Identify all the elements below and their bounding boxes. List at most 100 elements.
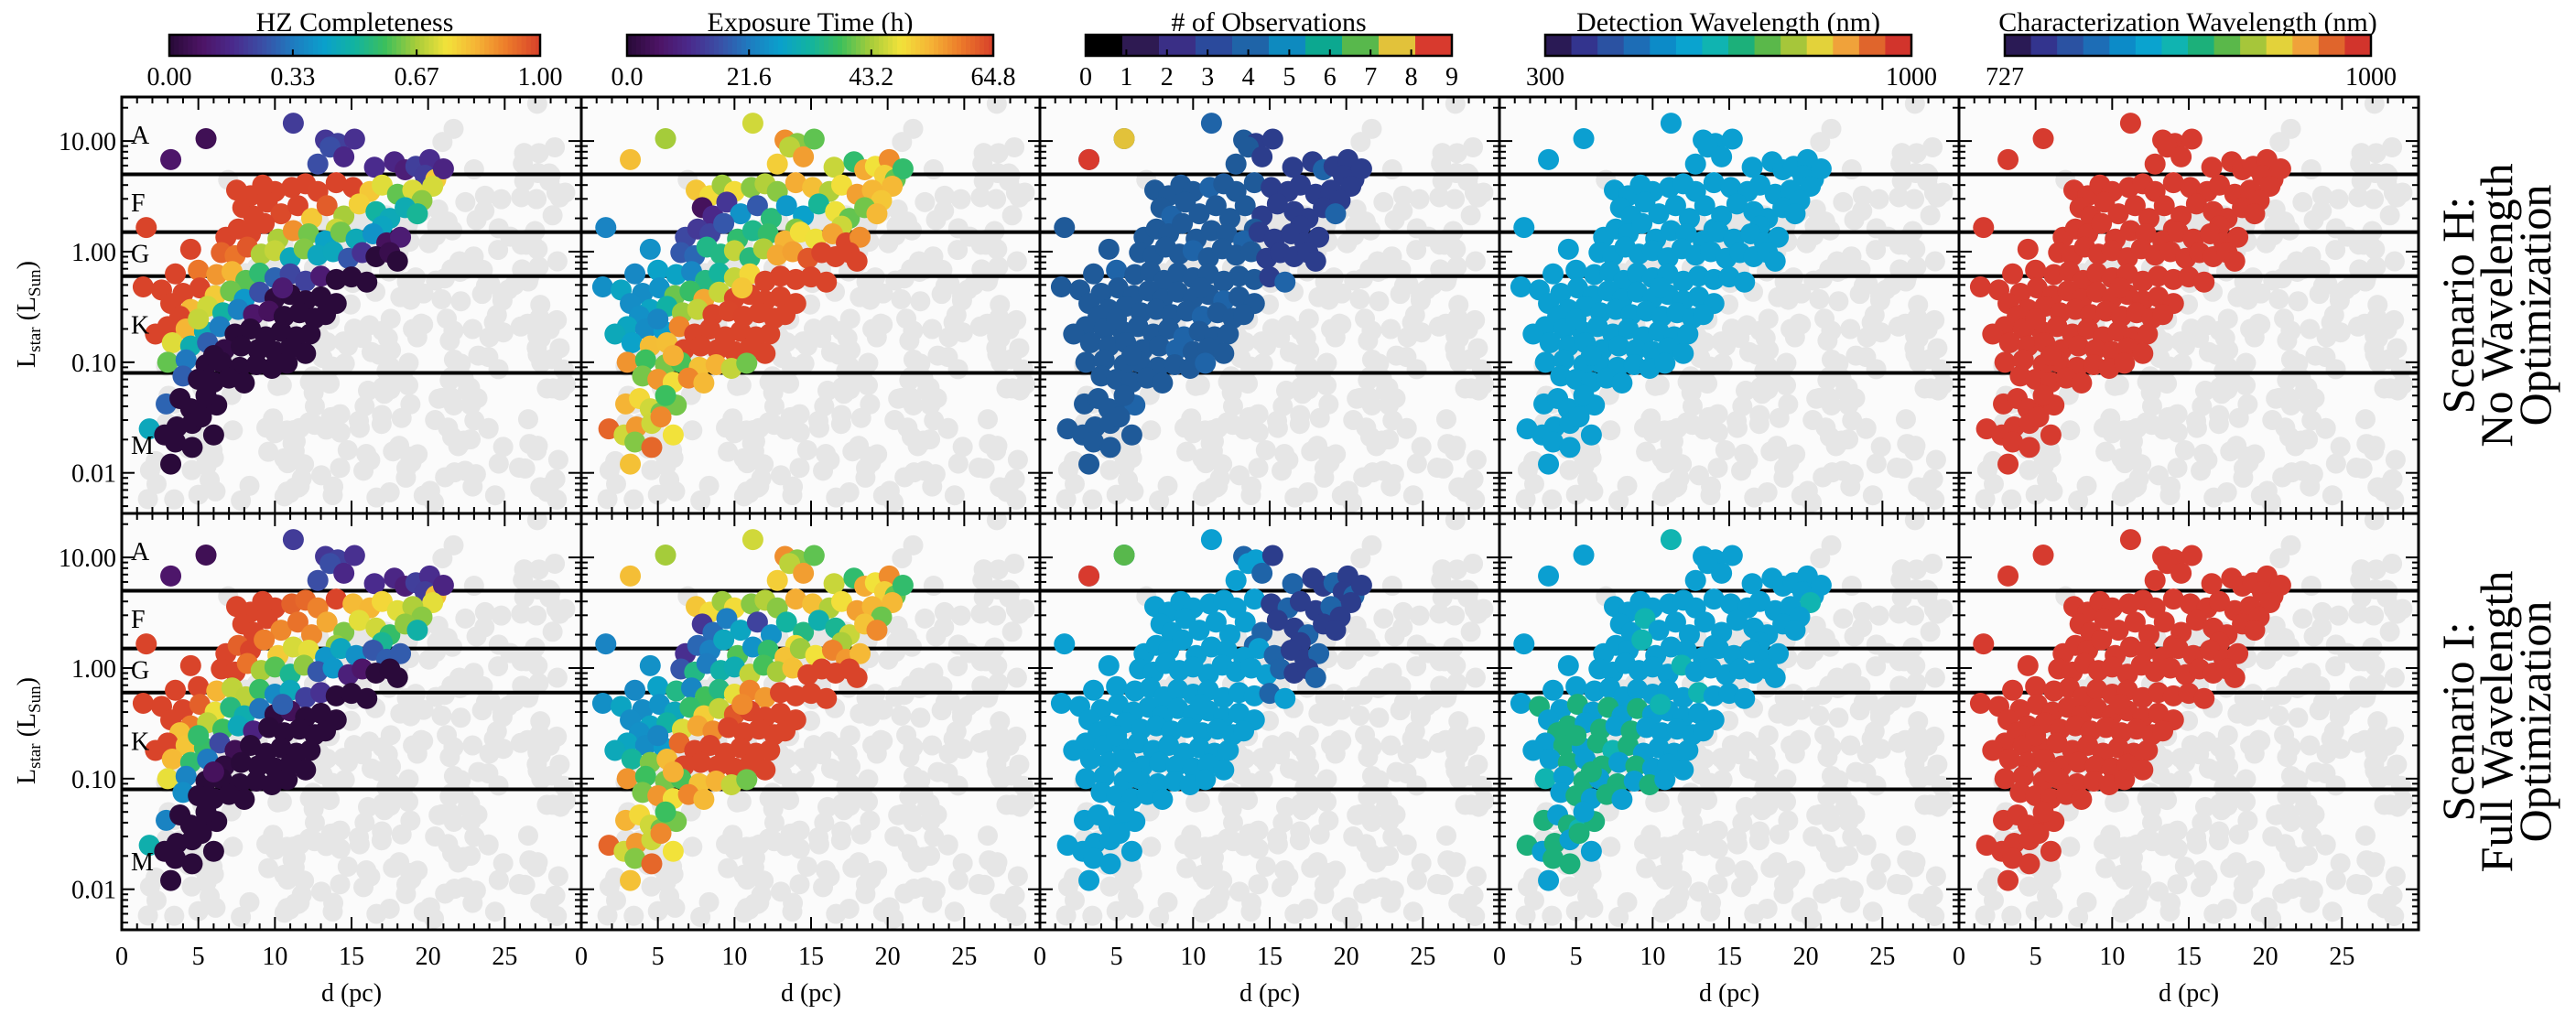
background-star-point: [925, 626, 947, 647]
colorbar-segment: [2213, 35, 2241, 56]
background-star-point: [457, 381, 478, 402]
colorbar-segment: [1780, 35, 1808, 56]
background-star-point: [488, 656, 509, 677]
star-point: [161, 332, 183, 354]
background-star-point: [514, 143, 535, 164]
background-star-point: [380, 725, 401, 746]
background-star-point: [2265, 199, 2286, 220]
star-point: [256, 608, 278, 630]
background-star-point: [1435, 825, 1456, 847]
background-star-point: [808, 410, 829, 431]
colorbar-segment: [489, 35, 494, 56]
background-star-point: [1905, 344, 1926, 365]
star-point: [254, 629, 276, 651]
background-star-point: [977, 825, 998, 847]
star-point: [1350, 158, 1372, 180]
background-star-point: [428, 199, 449, 220]
background-star-point: [488, 869, 509, 890]
colorbar-segment: [751, 35, 756, 56]
background-star-point: [996, 898, 1017, 919]
colorbar-tick-label: 21.6: [727, 63, 772, 92]
star-point: [1573, 128, 1595, 150]
background-star-point: [443, 765, 464, 786]
star-point: [662, 424, 684, 446]
colorbar-segment: [764, 35, 770, 56]
star-point: [386, 250, 408, 272]
background-star-point: [974, 874, 995, 895]
background-star-point: [1176, 441, 1197, 462]
background-star-point: [353, 460, 374, 481]
background-star-point: [1749, 405, 1770, 426]
background-star-point: [1406, 656, 1427, 677]
background-star-point: [1891, 143, 1912, 164]
background-star-point: [267, 792, 288, 813]
background-star-point: [1852, 185, 1873, 206]
background-star-point: [1358, 386, 1380, 407]
star-point: [639, 654, 661, 676]
background-star-point: [2001, 489, 2022, 510]
background-star-point: [282, 849, 303, 870]
background-star-point: [947, 240, 969, 261]
background-star-point: [2348, 187, 2369, 208]
star-point: [165, 431, 187, 453]
colorbar-segment: [719, 35, 724, 56]
background-star-point: [1055, 489, 1077, 510]
background-star-point: [796, 856, 817, 877]
background-star-point: [855, 883, 876, 904]
background-star-point: [1805, 199, 1826, 220]
background-star-point: [2125, 477, 2146, 498]
star-point: [1234, 195, 1256, 217]
background-star-point: [1432, 143, 1453, 164]
background-star-point: [483, 312, 504, 333]
background-star-point: [1267, 410, 1288, 431]
background-star-point: [517, 409, 538, 430]
background-star-point: [1238, 373, 1259, 394]
background-star-point: [1409, 605, 1430, 626]
background-star-point: [526, 440, 547, 461]
star-point: [754, 342, 776, 364]
star-point: [202, 760, 224, 782]
star-point: [2094, 191, 2116, 213]
star-point: [316, 195, 338, 217]
background-star-point: [690, 906, 711, 927]
background-star-point: [413, 730, 434, 751]
star-point: [693, 372, 715, 394]
colorbar-segment: [636, 35, 642, 56]
background-star-point: [899, 747, 920, 768]
background-star-point: [741, 433, 763, 454]
background-star-point: [872, 730, 893, 751]
background-star-point: [334, 353, 355, 374]
background-star-point: [818, 315, 839, 336]
colorbar-segment: [377, 35, 384, 56]
background-star-point: [1715, 439, 1736, 460]
star-point: [1522, 323, 1544, 345]
star-point: [1677, 323, 1699, 345]
star-point: [716, 608, 738, 630]
star-point: [181, 853, 203, 875]
background-star-point: [343, 735, 364, 756]
background-star-point: [353, 877, 374, 898]
background-star-point: [1515, 489, 1536, 510]
star-point: [1093, 349, 1115, 371]
star-point: [620, 453, 642, 475]
background-star-point: [947, 359, 969, 380]
background-star-point: [872, 485, 893, 506]
background-star-point: [1373, 191, 1394, 212]
background-star-point: [925, 464, 946, 485]
colorbar-segment: [833, 35, 839, 56]
background-star-point: [927, 761, 948, 782]
background-star-point: [1802, 410, 1824, 431]
background-star-point: [1393, 275, 1414, 297]
background-star-point: [361, 341, 382, 362]
star-point: [1099, 437, 1121, 458]
background-star-point: [265, 423, 286, 444]
star-point: [175, 349, 197, 371]
star-point: [1282, 156, 1304, 178]
background-star-point: [813, 460, 834, 481]
colorbar-segment: [312, 35, 319, 56]
colorbar-segment: [838, 35, 843, 56]
background-star-point: [400, 446, 421, 467]
background-star-point: [265, 839, 286, 860]
background-star-point: [312, 764, 333, 785]
background-star-point: [514, 559, 535, 580]
